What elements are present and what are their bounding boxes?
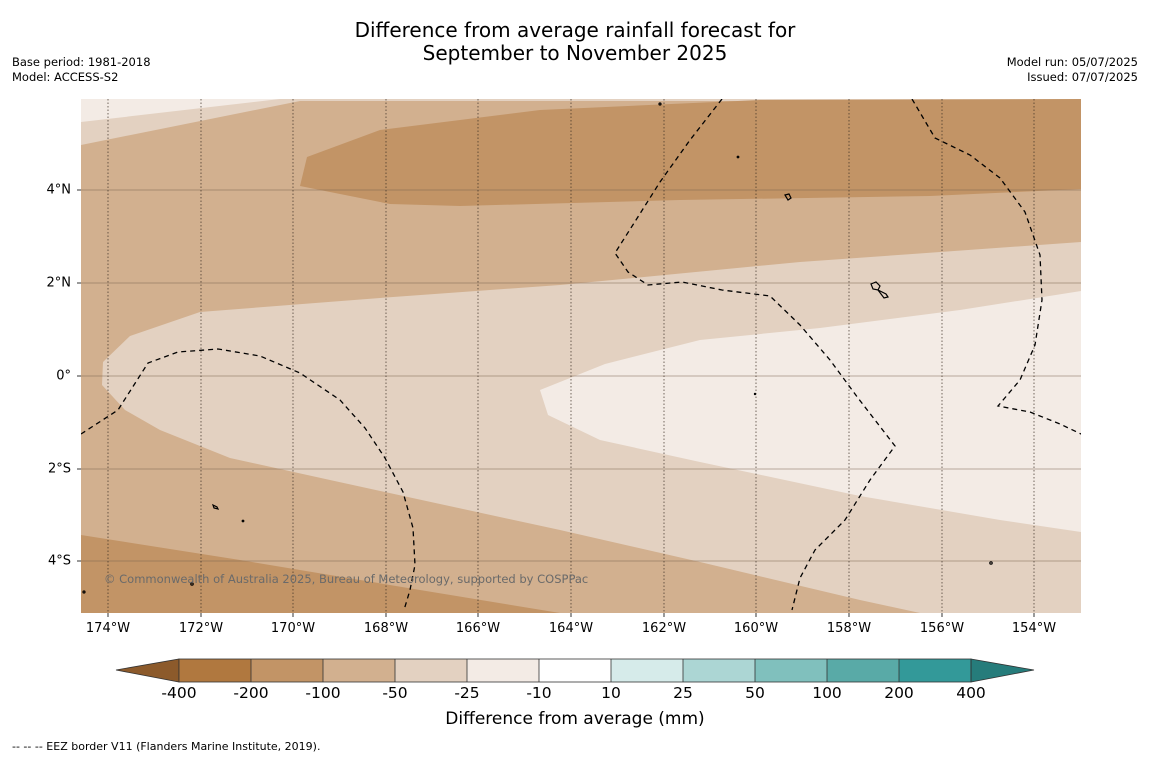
colorbar [115, 658, 1035, 683]
island-c [877, 289, 889, 299]
island-i [989, 561, 993, 565]
lon-label: 160°W [733, 621, 779, 636]
island-b [870, 281, 881, 291]
copyright-notice: © Commonwealth of Australia 2025, Bureau… [104, 572, 589, 586]
map-plot-area [81, 99, 1081, 613]
lat-label: 4°N [46, 182, 72, 198]
base-period: Base period: 1981-2018 [12, 55, 151, 69]
colorbar-tick-label: 200 [884, 684, 914, 702]
colorbar-segment [827, 659, 899, 682]
colorbar-segment [395, 659, 467, 682]
lon-label: 166°W [455, 621, 501, 636]
colorbar-tick-label: 400 [956, 684, 986, 702]
lon-label: 162°W [641, 621, 687, 636]
island-j [753, 392, 757, 396]
latitude-gridlines [81, 189, 1081, 562]
lat-label: 2°N [46, 275, 72, 291]
lat-label: 0° [56, 368, 71, 384]
islands [82, 102, 993, 594]
eez-border-east [911, 99, 1081, 435]
colorbar-tick-label: -400 [161, 684, 197, 702]
island-k [82, 590, 86, 594]
colorbar-segment [467, 659, 539, 682]
lon-label: 164°W [548, 621, 594, 636]
colorbar-tick-label: 10 [601, 684, 621, 702]
issued-date: Issued: 07/07/2025 [1027, 70, 1138, 84]
colorbar-tick-label: -10 [526, 684, 552, 702]
contour-band-east-tongue [540, 291, 1081, 532]
longitude-gridlines [107, 99, 1035, 613]
eez-border-west [81, 348, 416, 611]
lon-label: 154°W [1011, 621, 1057, 636]
colorbar-segment [611, 659, 683, 682]
lon-label: 174°W [85, 621, 131, 636]
lat-label: 2°S [47, 461, 71, 477]
title-line-1: Difference from average rainfall forecas… [354, 18, 796, 42]
colorbar-title: Difference from average (mm) [445, 709, 705, 729]
colorbar-segment [251, 659, 323, 682]
colorbar-tick-label: -25 [454, 684, 480, 702]
eez-borders [81, 99, 1081, 611]
meta-left: Base period: 1981-2018 Model: ACCESS-S2 [12, 55, 151, 85]
eez-border-central [614, 99, 896, 611]
colorbar-segment [755, 659, 827, 682]
chart-title: Difference from average rainfall forecas… [0, 19, 1150, 65]
colorbar-tick-label: -200 [233, 684, 269, 702]
colorbar-tick-label: -50 [382, 684, 408, 702]
island-g [190, 582, 194, 586]
lon-label: 170°W [270, 621, 316, 636]
colorbar-segment [323, 659, 395, 682]
lon-label: 158°W [826, 621, 872, 636]
contour-band-north-dry [300, 99, 1081, 206]
colorbar-segment [683, 659, 755, 682]
map-ticks [77, 189, 1035, 617]
colorbar-segment [179, 659, 251, 682]
colorbar-tick-label: 100 [812, 684, 842, 702]
island-h [241, 519, 245, 523]
colorbar-extend-low [115, 658, 180, 683]
model-name: Model: ACCESS-S2 [12, 70, 119, 84]
lon-label: 172°W [178, 621, 224, 636]
lon-label: 156°W [919, 621, 965, 636]
meta-right: Model run: 05/07/2025 Issued: 07/07/2025 [1007, 55, 1138, 85]
contour-band-lightest-top [81, 99, 280, 122]
colorbar-tick-label: 50 [745, 684, 765, 702]
title-line-2: September to November 2025 [422, 41, 728, 65]
colorbar-tick-label: -100 [305, 684, 341, 702]
island-e [658, 102, 662, 106]
colorbar-tick-label: 25 [673, 684, 693, 702]
colorbar-segment [539, 659, 611, 682]
colorbar-segment [899, 659, 971, 682]
eez-footnote: -- -- -- EEZ border V11 (Flanders Marine… [12, 740, 321, 753]
island-d [211, 503, 220, 510]
island-a [784, 193, 792, 201]
island-f [736, 155, 740, 159]
lon-label: 168°W [363, 621, 409, 636]
lat-label: 4°S [47, 553, 71, 569]
model-run: Model run: 05/07/2025 [1006, 55, 1138, 69]
colorbar-extend-high [970, 658, 1035, 683]
